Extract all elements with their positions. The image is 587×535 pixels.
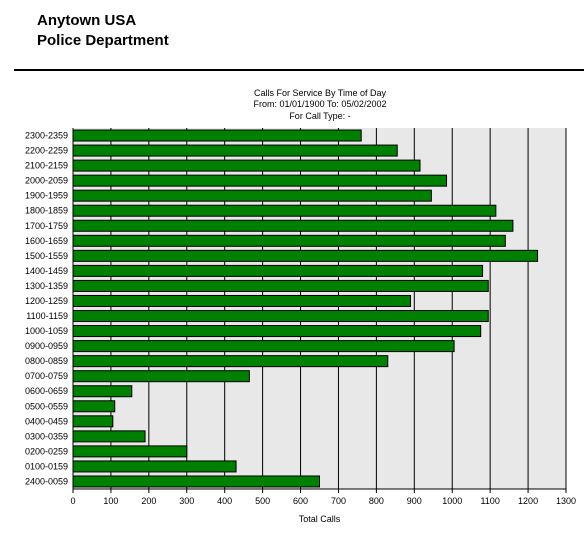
y-tick-label: 0100-0159 [25,461,68,471]
y-tick-label: 1800-1859 [25,206,68,216]
org-name: Anytown USA [37,12,137,29]
y-tick-label: 0700-0759 [25,371,68,381]
bar [72,400,116,413]
y-tick-label: 0800-0859 [25,356,68,366]
bar [72,460,237,473]
bar [72,415,114,428]
bar [72,144,398,157]
bar [72,355,389,368]
x-tick-label: 600 [293,496,308,506]
y-tick-label: 1400-1459 [25,266,68,276]
department-name: Police Department [37,32,169,49]
y-tick-label: 2400-0059 [25,476,68,486]
x-tick-label: 500 [255,496,270,506]
bar [72,249,539,262]
x-tick-label: 1200 [518,496,538,506]
bar [72,475,320,488]
bar [72,129,362,142]
bar [72,189,432,202]
bar [72,294,412,307]
y-tick-label: 1600-1659 [25,236,68,246]
x-tick-label: 1000 [442,496,462,506]
x-tick-label: 400 [217,496,232,506]
y-tick-label: 1700-1759 [25,221,68,231]
x-tick-label: 0 [70,496,75,506]
x-tick-label: 1300 [556,496,576,506]
bar [72,370,250,383]
y-tick-label: 0400-0459 [25,416,68,426]
x-axis-title: Total Calls [299,514,341,524]
bar [72,159,421,172]
y-tick-label: 2000-2059 [25,176,68,186]
bar [72,340,455,353]
x-tick-label: 100 [103,496,118,506]
y-tick-label: 0200-0259 [25,446,68,456]
x-tick-label: 900 [407,496,422,506]
bar [72,430,146,443]
y-tick-label: 1200-1259 [25,296,68,306]
bar [72,174,448,187]
bar [72,264,484,277]
x-tick-label: 300 [179,496,194,506]
bar [72,234,506,247]
y-tick-label: 1000-1059 [25,326,68,336]
chart-date-range: From: 01/01/1900 To: 05/02/2002 [253,99,387,109]
bar [72,310,489,323]
plot-area [73,128,566,489]
y-tick-label: 2100-2159 [25,161,68,171]
bar [72,325,482,338]
y-tick-label: 1500-1559 [25,251,68,261]
x-tick-label: 200 [141,496,156,506]
y-tick-label: 0600-0659 [25,386,68,396]
x-tick-label: 800 [369,496,384,506]
bar [72,219,514,232]
y-tick-label: 2300-2359 [25,131,68,141]
x-tick-label: 1100 [480,496,499,506]
x-tick-label: 700 [331,496,346,506]
y-tick-label: 0300-0359 [25,431,68,441]
y-tick-label: 1900-1959 [25,191,68,201]
y-tick-label: 1300-1359 [25,281,68,291]
bar [72,279,489,292]
chart-call-type-filter: For Call Type: - [289,111,351,121]
y-tick-label: 0900-0959 [25,341,68,351]
bar [72,385,133,398]
y-tick-label: 0500-0559 [25,401,68,411]
bar [72,445,188,458]
y-tick-label: 1100-1159 [26,311,68,321]
bar [72,204,497,217]
y-tick-label: 2200-2259 [25,146,68,156]
header-divider [14,69,584,71]
chart-title: Calls For Service By Time of Day [253,88,387,98]
